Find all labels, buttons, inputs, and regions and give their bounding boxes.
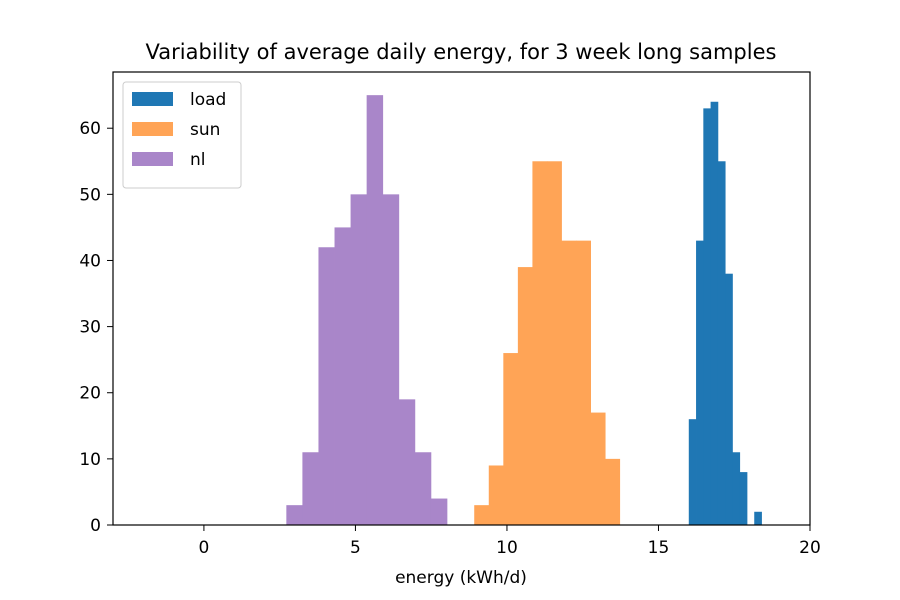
bar-load-0 [688,419,697,525]
bar-nl-0 [286,505,303,525]
x-tick-label-3: 15 [648,538,670,558]
bar-nl-5 [366,95,384,525]
bar-nl-4 [350,194,368,525]
bar-sun-2 [503,353,519,525]
bar-nl-6 [382,194,400,525]
bar-sun-5 [546,161,562,525]
x-tick-label-1: 5 [350,538,361,558]
x-axis-ticks: 0 5 10 15 20 [198,525,821,558]
x-tick-label-0: 0 [198,538,209,558]
bar-nl-7 [398,399,416,525]
legend-swatch-sun [132,122,173,136]
y-tick-label-6: 60 [79,119,101,139]
bar-sun-3 [517,267,533,525]
bar-sun-6 [561,240,577,525]
y-tick-label-5: 50 [79,185,101,205]
legend: load sun nl [122,81,242,189]
bar-load-9 [754,511,762,525]
bar-load-7 [739,472,748,525]
x-tick-label-4: 20 [799,538,821,558]
legend-label-nl: nl [190,150,206,170]
x-axis-label: energy (kWh/d) [395,568,527,588]
bar-load-6 [732,452,741,525]
bar-nl-3 [334,227,351,525]
bar-nl-2 [318,247,335,525]
y-tick-label-0: 0 [90,516,101,536]
plot-frame [112,71,811,526]
legend-swatch-nl [132,152,173,166]
bar-sun-8 [590,412,606,525]
bar-nl-8 [414,452,432,525]
bar-sun-7 [576,240,591,525]
y-tick-label-1: 10 [79,450,101,470]
bar-load-5 [725,273,733,525]
bar-sun-9 [605,458,621,525]
y-axis-ticks: 0 10 20 30 40 50 60 [79,119,113,536]
bar-load-2 [703,108,712,526]
bar-load-4 [717,161,726,525]
legend-label-sun: sun [190,120,220,140]
y-tick-label-3: 30 [79,318,101,338]
bar-load-1 [696,240,704,525]
y-tick-label-2: 20 [79,384,101,404]
y-tick-label-4: 40 [79,251,101,271]
bar-nl-9 [430,498,448,525]
chart-title: Variability of average daily energy, for… [146,40,777,64]
legend-label-load: load [190,90,226,110]
bar-sun-1 [488,465,504,525]
bar-sun-0 [474,505,490,525]
bar-nl-1 [302,452,319,525]
x-tick-label-2: 10 [496,538,518,558]
histogram-bars [286,95,762,526]
bar-sun-4 [532,161,548,525]
legend-swatch-load [132,92,173,106]
bar-load-3 [710,101,719,525]
